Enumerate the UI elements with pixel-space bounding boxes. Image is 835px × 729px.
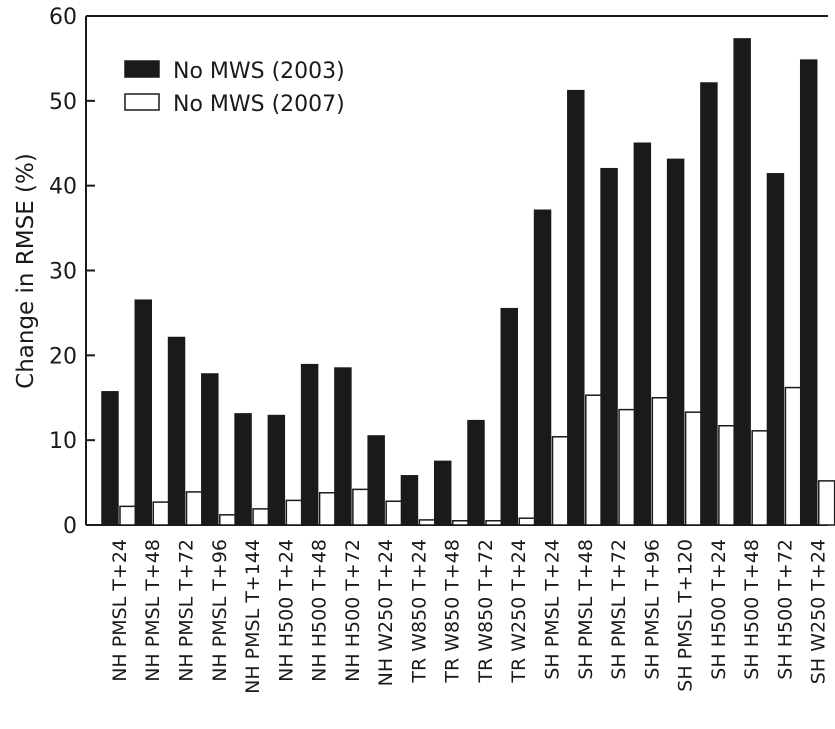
x-tick-label: SH H500 T+72: [774, 539, 796, 680]
bar-2003: [367, 435, 385, 526]
bar-2003: [334, 367, 352, 526]
bar-2003: [101, 391, 119, 526]
legend-swatch-2007: [124, 93, 160, 111]
bar-2007: [219, 514, 237, 526]
bar-2007: [718, 424, 736, 526]
x-tick-label: TR W850 T+72: [475, 539, 497, 684]
x-tick-label: TR W850 T+24: [408, 539, 430, 684]
x-tick-label: NH PMSL T+48: [142, 539, 164, 682]
bar-2003: [600, 167, 618, 526]
x-tick-label: SH PMSL T+72: [608, 539, 630, 680]
bar-2007: [585, 394, 603, 526]
bar-2003: [766, 173, 785, 526]
bar-2003: [567, 89, 585, 526]
bar-2003: [467, 419, 485, 526]
x-tick-label: SH H500 T+24: [708, 539, 730, 680]
bar-2003: [267, 414, 286, 526]
y-tick-label: 40: [49, 175, 77, 200]
bar-2003: [234, 413, 252, 526]
bar-2003: [433, 460, 452, 526]
legend: No MWS (2003) No MWS (2007): [124, 59, 345, 117]
bar-2007: [784, 386, 803, 526]
y-tick-label: 20: [49, 344, 77, 369]
x-tick-label: SH PMSL T+120: [675, 539, 697, 692]
bar-2007: [352, 488, 370, 526]
bar-2007: [651, 397, 670, 526]
bar-2003: [400, 475, 419, 526]
x-tick-label: NH PMSL T+24: [109, 539, 131, 682]
bar-2003: [134, 299, 152, 526]
y-tick-label: 10: [49, 429, 77, 454]
x-tick-labels: NH PMSL T+24 NH PMSL T+48 NH PMSL T+72 NH P…: [109, 539, 830, 694]
y-axis-title: Change in RMSE (%): [13, 153, 39, 389]
x-tick-label: TR W250 T+24: [508, 539, 530, 684]
y-ticks: 0 10 20 30 40 50 60: [49, 5, 95, 539]
y-tick-label: 0: [63, 514, 77, 539]
bar-2007: [318, 492, 337, 526]
x-tick-label: NH H500 T+72: [342, 539, 364, 682]
x-tick-label: NH PMSL T+144: [242, 539, 264, 694]
bar-2007: [485, 520, 503, 526]
x-tick-label: SH PMSL T+96: [641, 539, 663, 680]
bar-2007: [451, 520, 470, 526]
x-tick-label: NH PMSL T+96: [209, 539, 231, 682]
bar-2007: [618, 408, 636, 526]
bar-2007: [817, 480, 835, 526]
bar-2003: [666, 158, 685, 526]
x-tick-label: SH PMSL T+24: [542, 539, 564, 680]
bar-2003: [733, 38, 751, 526]
x-tick-label: SH H500 T+48: [741, 539, 763, 680]
bar-2003: [633, 142, 652, 526]
bar-2007: [285, 499, 304, 526]
bar-2003: [500, 307, 518, 526]
x-tick-label: SH PMSL T+48: [575, 539, 597, 680]
bar-2007: [684, 411, 703, 526]
x-tick-label: NH W250 T+24: [375, 539, 397, 686]
bar-2003: [167, 336, 186, 526]
bar-2003: [201, 373, 219, 526]
bar-2003: [799, 59, 818, 526]
bar-2007: [119, 505, 137, 526]
legend-swatch-2003: [124, 60, 160, 78]
y-tick-label: 30: [49, 260, 77, 285]
bar-2007: [252, 508, 270, 526]
x-tick-label: NH PMSL T+72: [176, 539, 198, 682]
x-tick-label: TR W850 T+48: [442, 539, 464, 684]
bar-2003: [700, 82, 718, 526]
bar-2007: [751, 430, 769, 526]
bar-2007: [551, 436, 570, 526]
bar-2007: [518, 517, 536, 526]
bar-2007: [385, 500, 403, 526]
x-tick-label: NH H500 T+48: [309, 539, 331, 682]
y-tick-label: 50: [49, 90, 77, 115]
legend-label-2007: No MWS (2007): [173, 92, 345, 117]
bar-2003: [533, 209, 552, 526]
bar-2007: [418, 519, 437, 526]
bars: [101, 38, 835, 526]
bar-2007: [152, 501, 170, 526]
x-tick-label: SH W250 T+24: [808, 539, 830, 684]
y-tick-label: 60: [49, 5, 77, 30]
x-tick-label: NH H500 T+24: [275, 539, 297, 682]
legend-label-2003: No MWS (2003): [173, 59, 345, 84]
bar-2007: [185, 491, 204, 526]
bar-2003: [300, 363, 319, 526]
